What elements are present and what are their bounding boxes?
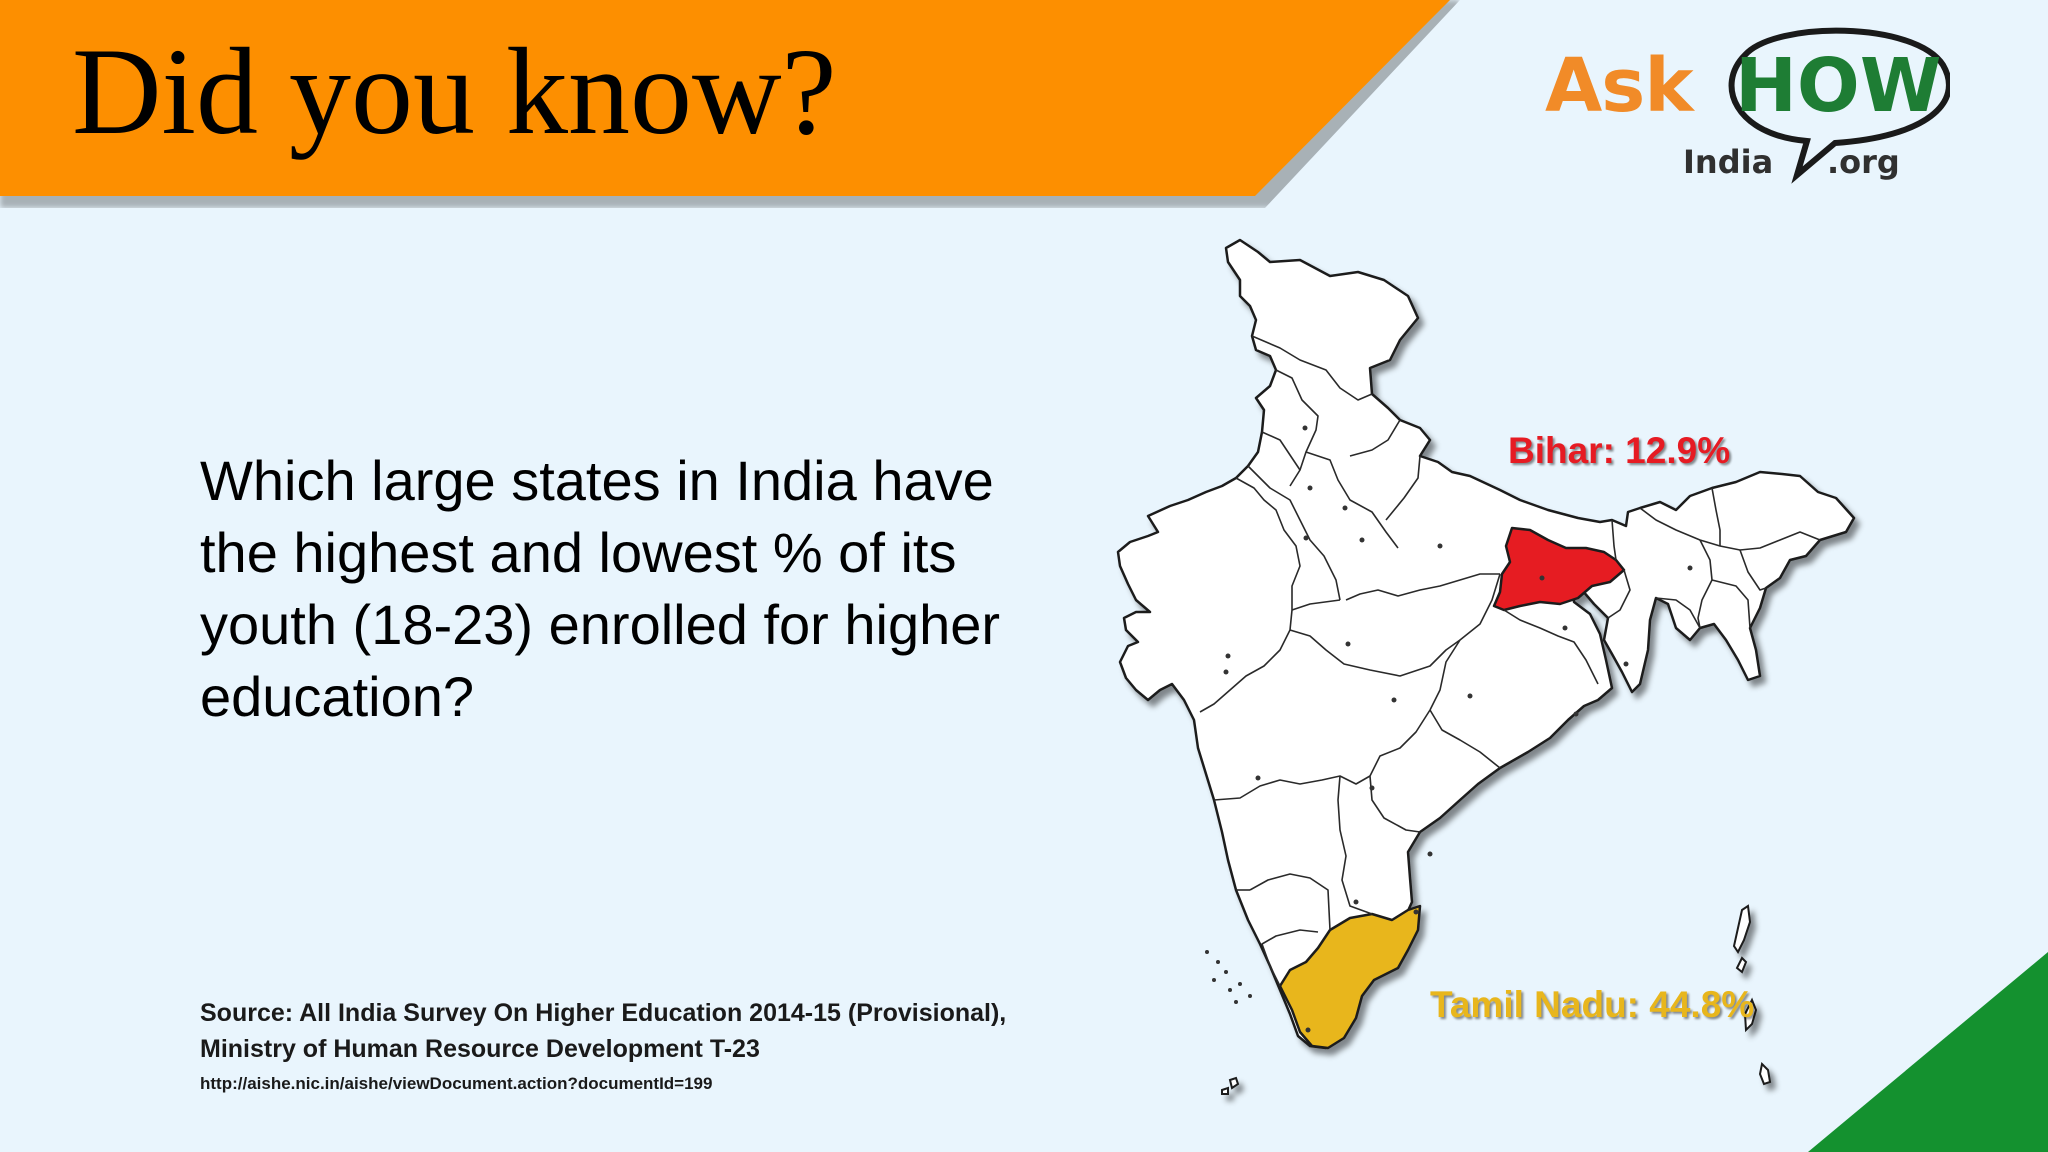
logo-india-text: India xyxy=(1683,143,1774,181)
state-tamil-nadu xyxy=(1278,904,1422,1050)
question-text: Which large states in India have the hig… xyxy=(200,449,1001,728)
logo-ask-text: Ask xyxy=(1545,43,1694,129)
banner-title: Did you know? xyxy=(72,23,837,160)
lakshadweep-dots xyxy=(1205,950,1252,1004)
islands xyxy=(1221,904,1772,1095)
india-outline xyxy=(1116,238,1856,1050)
tamil-nadu-callout: Tamil Nadu: 44.8% xyxy=(1430,984,1755,1025)
title-banner xyxy=(0,0,1450,196)
speech-bubble-icon xyxy=(1728,27,1950,184)
logo-org-text: .org xyxy=(1827,143,1900,181)
logo-how-text: HOW xyxy=(1735,43,1942,129)
bihar-callout: Bihar: 12.9% xyxy=(1508,430,1731,471)
state-borders xyxy=(1199,335,1821,987)
source-citation: Source: All India Survey On Higher Educa… xyxy=(200,999,1007,1063)
capital-dots xyxy=(1223,425,1693,1033)
askhow-logo: Ask HOW India .org xyxy=(1535,25,1950,185)
source-url: http://aishe.nic.in/aishe/viewDocument.a… xyxy=(200,1074,713,1093)
state-bihar xyxy=(1492,526,1626,612)
